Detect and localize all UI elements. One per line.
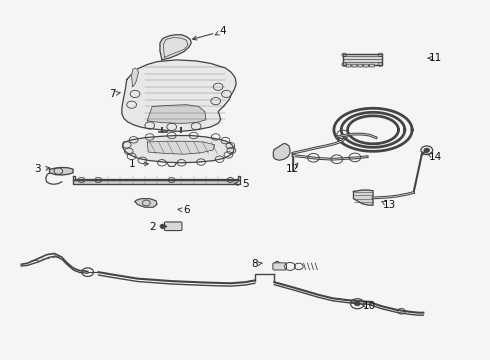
Polygon shape (147, 141, 215, 154)
Polygon shape (135, 199, 157, 207)
FancyBboxPatch shape (346, 64, 351, 67)
Text: 9: 9 (273, 261, 280, 271)
Text: 1: 1 (129, 159, 136, 169)
Text: 2: 2 (149, 222, 155, 231)
Polygon shape (122, 60, 236, 131)
FancyBboxPatch shape (364, 64, 368, 67)
Text: 7: 7 (109, 89, 116, 99)
Polygon shape (160, 35, 191, 60)
Polygon shape (353, 190, 373, 205)
Polygon shape (343, 54, 382, 65)
Text: 6: 6 (183, 206, 190, 216)
Polygon shape (132, 68, 139, 87)
Polygon shape (73, 176, 240, 180)
Polygon shape (273, 143, 290, 160)
Polygon shape (49, 167, 73, 175)
Polygon shape (147, 105, 206, 123)
Text: 11: 11 (429, 53, 442, 63)
Text: 14: 14 (429, 152, 442, 162)
Text: 12: 12 (286, 164, 299, 174)
Text: 8: 8 (251, 259, 258, 269)
Polygon shape (73, 180, 240, 184)
Circle shape (354, 302, 360, 306)
FancyBboxPatch shape (164, 222, 182, 230)
Text: 3: 3 (34, 164, 41, 174)
Polygon shape (123, 135, 234, 163)
Text: 4: 4 (220, 26, 226, 36)
Text: 5: 5 (242, 179, 248, 189)
Text: 10: 10 (363, 301, 376, 311)
Circle shape (424, 148, 430, 152)
Text: 13: 13 (383, 200, 396, 210)
FancyBboxPatch shape (369, 64, 374, 67)
Circle shape (160, 224, 166, 228)
FancyBboxPatch shape (352, 64, 357, 67)
FancyBboxPatch shape (358, 64, 363, 67)
FancyBboxPatch shape (273, 263, 287, 270)
